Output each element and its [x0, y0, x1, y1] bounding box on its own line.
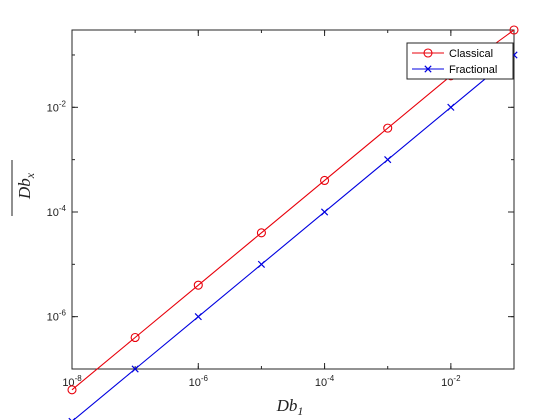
y-tick-label: 10-2: [47, 99, 67, 114]
legend-label-fractional: Fractional: [449, 64, 497, 76]
legend-marker-fractional: [424, 65, 432, 73]
x-tick-label: 10-2: [441, 374, 461, 389]
plot-layer: 10-8 10-6 10-4 10-2 10-6 10-4 10-2: [47, 25, 519, 420]
data-point-classical: [383, 123, 393, 133]
x-tick-label: 10-8: [62, 374, 82, 389]
data-point-fractional: [131, 365, 139, 373]
y-tick-label: 10-6: [47, 309, 67, 324]
data-point-classical: [256, 228, 266, 238]
legend-box: [406, 42, 514, 80]
data-point-classical: [320, 175, 330, 186]
data-point-fractional: [194, 313, 202, 321]
data-point-fractional: [68, 417, 76, 420]
y-tick-label: 10-4: [47, 204, 67, 219]
x-tick-label: 10-6: [189, 374, 209, 389]
data-point-fractional: [447, 103, 455, 111]
legend-label-classical: Classical: [449, 48, 493, 60]
data-point-fractional: [257, 260, 266, 268]
data-point-classical: [130, 332, 140, 343]
legend-marker-classical: [423, 48, 433, 58]
data-point-classical: [193, 280, 203, 290]
y-axis-title: Dbx: [15, 172, 37, 200]
plot-area-frame: [71, 29, 515, 370]
data-point-fractional: [384, 156, 392, 164]
data-point-fractional: [320, 208, 329, 216]
data-point-classical: [67, 385, 77, 395]
x-axis-title: Db1: [276, 396, 304, 418]
series-line-fractional: [72, 54, 515, 420]
series-line-classical: [71, 29, 515, 391]
legend: Classical Fractional: [406, 42, 514, 80]
data-point-classical: [509, 25, 519, 35]
x-tick-label: 10-4: [315, 374, 335, 389]
